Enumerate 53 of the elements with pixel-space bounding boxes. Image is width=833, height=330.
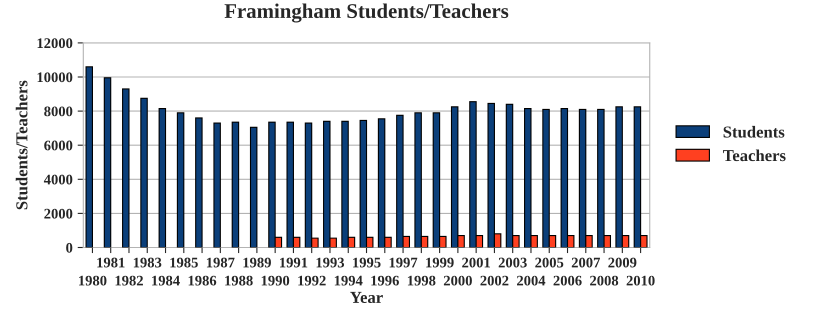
x-tick-label: 2004 bbox=[517, 276, 546, 286]
x-tick-label: 1996 bbox=[371, 276, 399, 286]
x-tick-label: 2008 bbox=[590, 276, 618, 286]
bar bbox=[232, 122, 240, 248]
x-tick-label: 1991 bbox=[280, 258, 308, 268]
x-tick-label: 1998 bbox=[408, 276, 436, 286]
x-tick-label: 1995 bbox=[353, 258, 381, 268]
y-tick-label: 0 bbox=[66, 242, 72, 253]
y-tick-label: 12000 bbox=[38, 38, 72, 48]
x-tick-label: 1983 bbox=[134, 258, 162, 268]
x-tick-label: 1986 bbox=[188, 276, 216, 286]
bar bbox=[122, 88, 130, 248]
x-tick-label: 1989 bbox=[243, 258, 271, 268]
x-tick-label: 2005 bbox=[535, 258, 564, 268]
x-tick-label: 1993 bbox=[316, 258, 344, 268]
x-tick-label: 2007 bbox=[572, 258, 600, 268]
x-tick-label: 1987 bbox=[206, 258, 235, 268]
x-tick-label: 1984 bbox=[152, 276, 180, 286]
y-axis-title: Students/Teachers bbox=[16, 80, 28, 210]
x-tick-label: 1985 bbox=[170, 258, 198, 268]
x-tick-label: 2010 bbox=[626, 276, 655, 286]
x-tick-label: 1999 bbox=[426, 258, 454, 268]
x-tick-label: 2006 bbox=[554, 276, 582, 286]
x-tick-label: 2000 bbox=[444, 276, 472, 286]
bar bbox=[195, 117, 203, 248]
x-tick-label: 2009 bbox=[608, 258, 636, 268]
chart-title: Framingham Students/Teachers bbox=[224, 3, 508, 22]
x-tick-label: 1982 bbox=[116, 276, 143, 286]
x-axis-title: Year bbox=[350, 292, 383, 304]
bar bbox=[213, 122, 221, 248]
y-tick-label: 2000 bbox=[44, 208, 72, 219]
y-tick-label: 10000 bbox=[38, 72, 72, 82]
x-tick-label: 1990 bbox=[262, 276, 290, 286]
bar bbox=[85, 66, 93, 248]
x-tick-label: 1997 bbox=[390, 258, 418, 268]
x-tick-label: 1980 bbox=[79, 276, 106, 286]
y-tick-label: 8000 bbox=[44, 106, 72, 116]
x-tick-label: 2002 bbox=[480, 276, 508, 286]
bar bbox=[176, 112, 184, 248]
x-tick-label: 1992 bbox=[298, 276, 326, 286]
bar bbox=[104, 77, 112, 248]
legend-label: Teachers bbox=[722, 149, 786, 162]
bar bbox=[158, 108, 166, 248]
x-tick-label: 2003 bbox=[498, 258, 527, 268]
x-tick-label: 1994 bbox=[334, 276, 363, 286]
y-tick-label: 4000 bbox=[44, 174, 72, 185]
bar bbox=[250, 126, 258, 248]
x-tick-label: 1981 bbox=[97, 258, 125, 268]
x-tick-label: 2001 bbox=[462, 258, 490, 268]
legend-label: Students bbox=[724, 126, 784, 138]
x-tick-label: 1988 bbox=[225, 276, 253, 286]
bar bbox=[140, 98, 148, 248]
y-tick-label: 6000 bbox=[44, 140, 72, 150]
